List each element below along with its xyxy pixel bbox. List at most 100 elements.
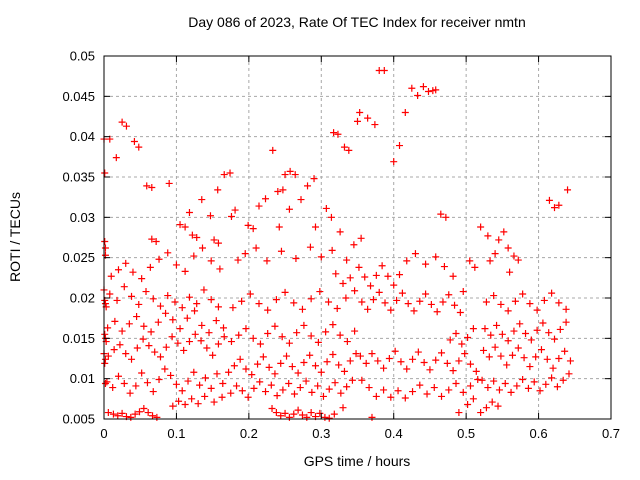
data-point-marker <box>361 273 369 281</box>
data-point-marker <box>273 392 281 400</box>
data-point-marker <box>439 298 447 306</box>
data-point-marker <box>227 213 235 221</box>
data-point-marker <box>104 352 112 360</box>
data-point-marker <box>255 202 263 210</box>
data-point-marker <box>368 350 376 358</box>
data-point-marker <box>330 129 338 137</box>
data-point-marker <box>530 378 538 386</box>
data-point-marker <box>401 108 409 116</box>
data-point-marker <box>561 347 569 355</box>
data-point-marker <box>140 322 148 330</box>
data-point-marker <box>493 321 501 329</box>
data-point-marker <box>452 380 460 388</box>
data-point-marker <box>455 357 463 365</box>
data-point-marker <box>114 372 122 380</box>
data-point-marker <box>368 413 376 421</box>
data-point-marker <box>306 351 314 359</box>
data-point-marker <box>533 306 541 314</box>
data-point-marker <box>362 359 370 367</box>
y-tick-label: 0.035 <box>62 170 95 185</box>
data-point-marker <box>129 268 137 276</box>
data-point-marker <box>358 376 366 384</box>
data-point-marker <box>491 343 499 351</box>
data-point-marker <box>401 394 409 402</box>
data-point-marker <box>335 361 343 369</box>
plot-border <box>103 55 612 420</box>
x-axis-label: GPS time / hours <box>304 453 411 469</box>
data-point-marker <box>149 388 157 396</box>
data-point-marker <box>290 410 298 418</box>
data-point-marker <box>285 380 293 388</box>
data-point-marker <box>144 409 152 417</box>
data-point-marker <box>143 182 151 190</box>
y-tick-label: 0.015 <box>62 331 95 346</box>
y-tick-label: 0.01 <box>70 371 95 386</box>
data-point-marker <box>325 414 333 422</box>
data-point-marker <box>472 367 480 375</box>
data-point-marker <box>342 294 350 302</box>
data-point-marker <box>148 183 156 191</box>
data-point-marker <box>146 263 154 271</box>
data-point-marker <box>327 213 335 221</box>
data-point-marker <box>220 324 228 332</box>
data-point-marker <box>422 260 430 268</box>
data-point-marker <box>254 360 262 368</box>
data-point-marker <box>322 328 330 336</box>
data-point-marker <box>336 228 344 236</box>
data-point-marker <box>369 296 377 304</box>
data-point-marker <box>184 377 192 385</box>
data-point-marker <box>265 363 273 371</box>
data-point-marker <box>151 348 159 356</box>
data-point-marker <box>340 367 348 375</box>
data-point-marker <box>122 122 130 130</box>
data-point-marker <box>101 380 109 388</box>
data-point-marker <box>283 352 291 360</box>
data-point-marker <box>438 392 446 400</box>
data-point-marker <box>210 236 218 244</box>
data-point-marker <box>355 263 363 271</box>
data-point-marker <box>380 386 388 394</box>
data-point-marker <box>343 338 351 346</box>
data-point-marker <box>536 387 544 395</box>
data-point-marker <box>181 400 189 408</box>
data-point-marker <box>214 239 222 247</box>
data-point-marker <box>477 223 485 231</box>
data-point-marker <box>426 366 434 374</box>
data-point-marker <box>319 392 327 400</box>
y-tick-label: 0.045 <box>62 89 95 104</box>
data-point-marker <box>498 330 506 338</box>
data-point-marker <box>148 235 156 243</box>
data-point-marker <box>109 410 117 418</box>
data-point-marker <box>408 84 416 92</box>
data-point-marker <box>356 108 364 116</box>
data-point-marker <box>271 322 279 330</box>
data-point-marker <box>294 369 302 377</box>
data-point-marker <box>244 393 252 401</box>
data-point-marker <box>201 374 209 382</box>
data-point-marker <box>562 305 570 313</box>
data-point-marker <box>225 368 233 376</box>
data-point-marker <box>181 267 189 275</box>
data-point-marker <box>285 339 293 347</box>
x-tick-label: 0.6 <box>530 426 548 441</box>
data-point-marker <box>333 304 341 312</box>
data-point-marker <box>147 328 155 336</box>
data-point-marker <box>118 409 126 417</box>
data-point-marker <box>178 387 186 395</box>
data-point-marker <box>490 292 498 300</box>
data-point-marker <box>427 300 435 308</box>
data-point-marker <box>281 171 289 179</box>
data-point-marker <box>488 398 496 406</box>
data-point-marker <box>120 380 128 388</box>
data-point-marker <box>325 298 333 306</box>
data-point-marker <box>178 304 186 312</box>
data-point-marker <box>227 389 235 397</box>
data-point-marker <box>555 355 563 362</box>
data-point-marker <box>387 306 395 314</box>
data-point-marker <box>167 371 175 379</box>
data-point-marker <box>316 288 324 296</box>
data-point-marker <box>325 385 333 393</box>
data-point-marker <box>456 309 464 317</box>
